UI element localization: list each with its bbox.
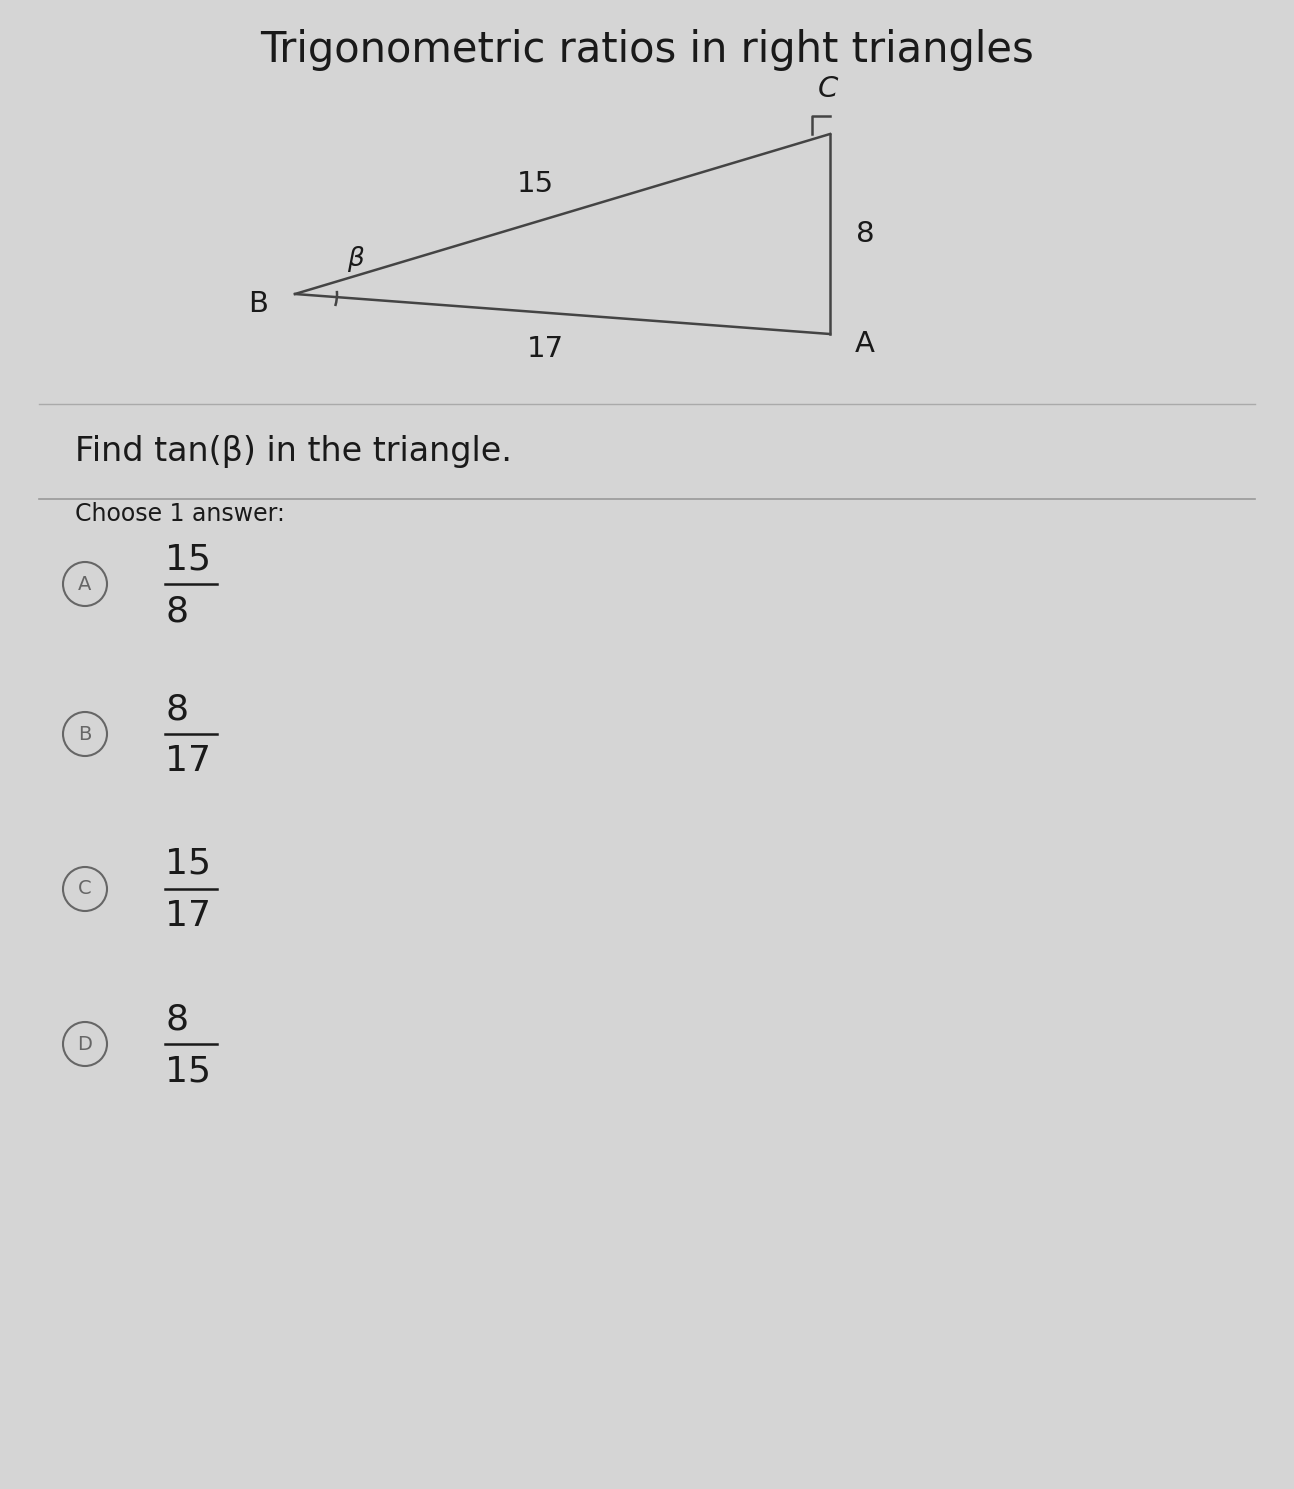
- Text: β: β: [347, 246, 364, 272]
- Text: B: B: [79, 725, 92, 743]
- Text: 15: 15: [166, 542, 211, 576]
- Text: 15: 15: [516, 170, 554, 198]
- Text: Find tan(β) in the triangle.: Find tan(β) in the triangle.: [75, 435, 512, 468]
- Text: C: C: [818, 74, 839, 103]
- Text: C: C: [78, 880, 92, 898]
- Text: Trigonometric ratios in right triangles: Trigonometric ratios in right triangles: [260, 28, 1034, 71]
- Text: 17: 17: [166, 899, 211, 934]
- Text: A: A: [855, 331, 875, 357]
- Text: Choose 1 answer:: Choose 1 answer:: [75, 502, 285, 526]
- Text: D: D: [78, 1035, 92, 1054]
- Text: 15: 15: [166, 1054, 211, 1088]
- Text: B: B: [248, 290, 268, 319]
- Text: 8: 8: [166, 594, 188, 628]
- Text: 8: 8: [166, 1002, 188, 1036]
- Text: 17: 17: [527, 335, 564, 363]
- Text: 15: 15: [166, 847, 211, 881]
- Text: A: A: [79, 575, 92, 594]
- Text: 8: 8: [166, 692, 188, 727]
- Text: 17: 17: [166, 744, 211, 777]
- Text: 8: 8: [855, 220, 875, 249]
